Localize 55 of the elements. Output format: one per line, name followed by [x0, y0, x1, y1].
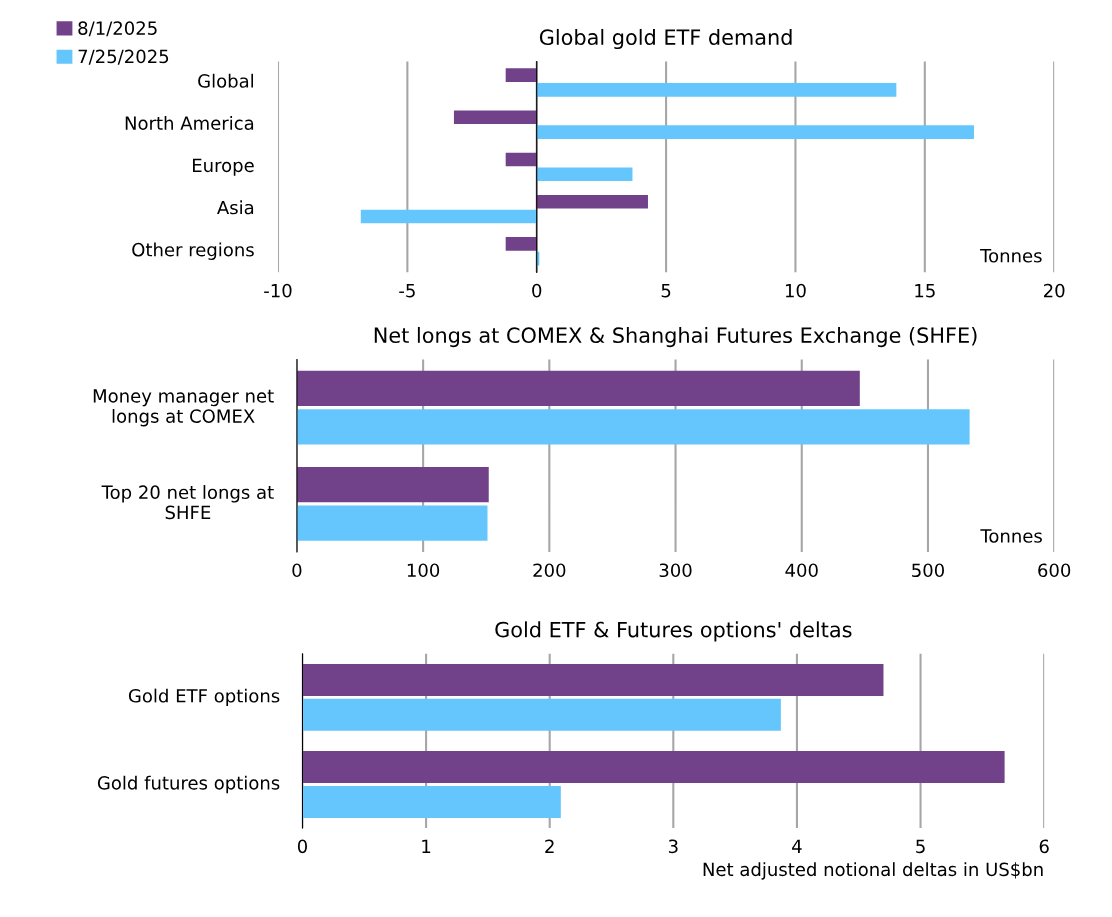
- x-tick-label: 2: [545, 839, 554, 853]
- x-tick-label: 300: [659, 563, 692, 578]
- bar: [302, 663, 884, 696]
- y-tick-label: Money manager net longs at COMEX: [93, 389, 274, 427]
- annotation: Tonnes: [980, 529, 1042, 543]
- bar: [302, 785, 561, 818]
- bar: [505, 152, 537, 167]
- x-tick-label: 0: [292, 563, 302, 578]
- bar: [296, 409, 970, 445]
- x-tick-label: 15: [915, 284, 935, 298]
- x-tick-label: -10: [264, 283, 292, 298]
- y-tick-label: Asia: [217, 200, 254, 215]
- y-tick-label: Global: [198, 73, 254, 88]
- x-tick-label: 1: [422, 839, 431, 853]
- bar: [505, 68, 537, 82]
- x-axis-title: Net adjusted notional deltas in US$bn: [703, 862, 1043, 880]
- y-tick-label: Other regions: [132, 242, 254, 260]
- x-tick-label: 3: [668, 839, 678, 854]
- bar: [296, 466, 489, 503]
- y-tick-label: Gold ETF options: [128, 688, 280, 707]
- bar: [536, 83, 897, 97]
- x-tick-label: 400: [785, 563, 818, 578]
- x-tick-label: 500: [912, 563, 944, 578]
- bar: [536, 167, 633, 182]
- x-tick-label: -5: [399, 284, 415, 298]
- x-tick-label: 4: [792, 839, 802, 853]
- legend-label: 8/1/2025: [78, 21, 157, 37]
- x-tick-label: 600: [1038, 563, 1071, 578]
- chart-title: Net longs at COMEX & Shanghai Futures Exchange (SHFE): [374, 326, 977, 348]
- x-tick-label: 5: [661, 284, 671, 298]
- x-tick-label: 0: [297, 839, 308, 854]
- bar: [536, 194, 648, 209]
- y-tick-label: North America: [125, 115, 254, 130]
- x-tick-label: 0: [532, 283, 542, 298]
- bar: [296, 370, 860, 407]
- y-tick-label: Gold futures options: [97, 775, 280, 794]
- bar: [296, 505, 488, 541]
- bar: [453, 110, 537, 125]
- bar: [505, 237, 537, 251]
- bar: [302, 698, 781, 731]
- x-tick-label: 20: [1044, 283, 1065, 298]
- x-tick-label: 200: [533, 563, 566, 578]
- chart-title: Global gold ETF demand: [539, 28, 792, 50]
- chart-title: Gold ETF & Futures options' deltas: [495, 621, 852, 642]
- x-tick-label: 5: [916, 839, 925, 854]
- bar: [302, 751, 1005, 784]
- y-tick-label: Europe: [193, 158, 254, 176]
- y-tick-label: Top 20 net longs at SHFE: [101, 485, 274, 520]
- legend-label: 7/25/2025: [78, 49, 169, 65]
- bar: [360, 209, 537, 224]
- x-tick-label: 6: [1039, 839, 1049, 854]
- bar: [536, 125, 974, 139]
- annotation: Tonnes: [980, 249, 1042, 263]
- x-tick-label: 100: [407, 563, 440, 578]
- x-tick-label: 10: [785, 283, 806, 298]
